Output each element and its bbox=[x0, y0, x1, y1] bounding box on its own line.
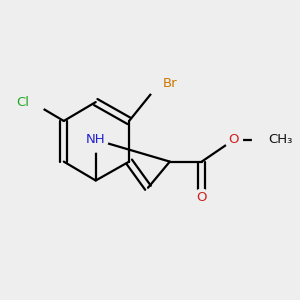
Text: Br: Br bbox=[163, 77, 177, 90]
Text: Cl: Cl bbox=[16, 96, 29, 109]
Text: O: O bbox=[196, 191, 207, 204]
Circle shape bbox=[253, 127, 279, 153]
Circle shape bbox=[83, 128, 108, 152]
Circle shape bbox=[19, 89, 45, 115]
Text: NH: NH bbox=[86, 133, 106, 146]
Circle shape bbox=[193, 189, 211, 207]
Circle shape bbox=[225, 131, 242, 148]
Text: CH₃: CH₃ bbox=[268, 133, 293, 146]
Circle shape bbox=[147, 70, 173, 96]
Text: O: O bbox=[228, 133, 239, 146]
